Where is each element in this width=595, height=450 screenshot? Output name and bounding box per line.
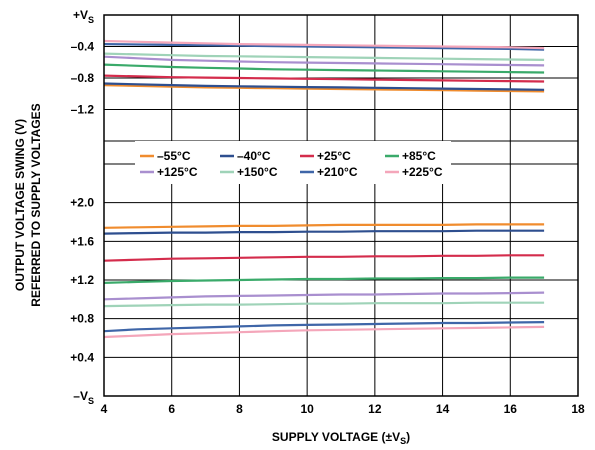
- series-line-upper-5: [103, 52, 545, 61]
- x-tick-label: 6: [168, 402, 175, 416]
- legend-label: +150°C: [237, 165, 278, 179]
- legend-label: +210°C: [317, 165, 358, 179]
- series-line-upper-2: [103, 74, 545, 83]
- series-line-lower-7: [103, 325, 545, 339]
- series-line-upper-3: [103, 63, 545, 74]
- y-tick-label: +0.4: [70, 350, 94, 364]
- legend-label: +25°C: [317, 149, 351, 163]
- series-line-upper-1: [103, 82, 545, 91]
- series-line-lower-6: [103, 321, 545, 333]
- series-line-lower-3: [103, 276, 545, 284]
- x-tick-label: 4: [101, 402, 108, 416]
- series-line-upper-6: [103, 43, 545, 51]
- y-tick-label: –0.8: [71, 71, 95, 85]
- x-tick-label: 14: [436, 402, 450, 416]
- x-tick-label: 10: [300, 402, 314, 416]
- legend-label: +85°C: [402, 149, 436, 163]
- series-line-lower-1: [103, 229, 545, 235]
- y-tick-label: –1.2: [71, 103, 95, 117]
- y-axis-title-line1: OUTPUT VOLTAGE SWING (V): [13, 119, 27, 291]
- legend-label: +225°C: [402, 165, 443, 179]
- y-axis-title-line2: REFERRED TO SUPPLY VOLTAGES: [29, 103, 43, 306]
- series-line-lower-4: [103, 291, 545, 301]
- x-tick-label: 18: [571, 402, 585, 416]
- legend: –55°C –40°C +25°C +85°C +125°C +150°C +210°C +2…: [135, 141, 451, 184]
- y-tick-label: +VS: [73, 8, 94, 25]
- x-axis-ticks: 4 6 8 10 12 14 16 18: [101, 402, 585, 416]
- series-line-upper-7: [103, 39, 545, 50]
- series-line-upper-4: [103, 55, 545, 67]
- legend-label: –40°C: [237, 149, 271, 163]
- series-line-upper-0: [103, 84, 545, 93]
- series-group: [103, 39, 545, 339]
- y-tick-label: +2.0: [70, 196, 94, 210]
- series-line-lower-2: [103, 254, 545, 262]
- y-tick-label: –0.4: [71, 40, 95, 54]
- x-axis-title: SUPPLY VOLTAGE (±VS): [272, 430, 410, 446]
- y-tick-label: –VS: [73, 389, 94, 406]
- series-line-lower-0: [103, 223, 545, 229]
- y-axis-ticks: +VS –0.4 –0.8 –1.2 –VS +0.4 +0.8 +1.2 +1.6 +2.0: [70, 8, 94, 406]
- x-tick-label: 12: [368, 402, 382, 416]
- y-tick-label: +1.2: [70, 273, 94, 287]
- x-tick-label: 16: [504, 402, 518, 416]
- x-tick-label: 8: [236, 402, 243, 416]
- legend-label: +125°C: [157, 165, 198, 179]
- legend-background: [135, 141, 451, 184]
- plot-border: [103, 14, 579, 397]
- y-tick-label: +1.6: [70, 234, 94, 248]
- y-tick-label: +0.8: [70, 312, 94, 326]
- legend-label: –55°C: [157, 149, 191, 163]
- series-line-lower-5: [103, 301, 545, 308]
